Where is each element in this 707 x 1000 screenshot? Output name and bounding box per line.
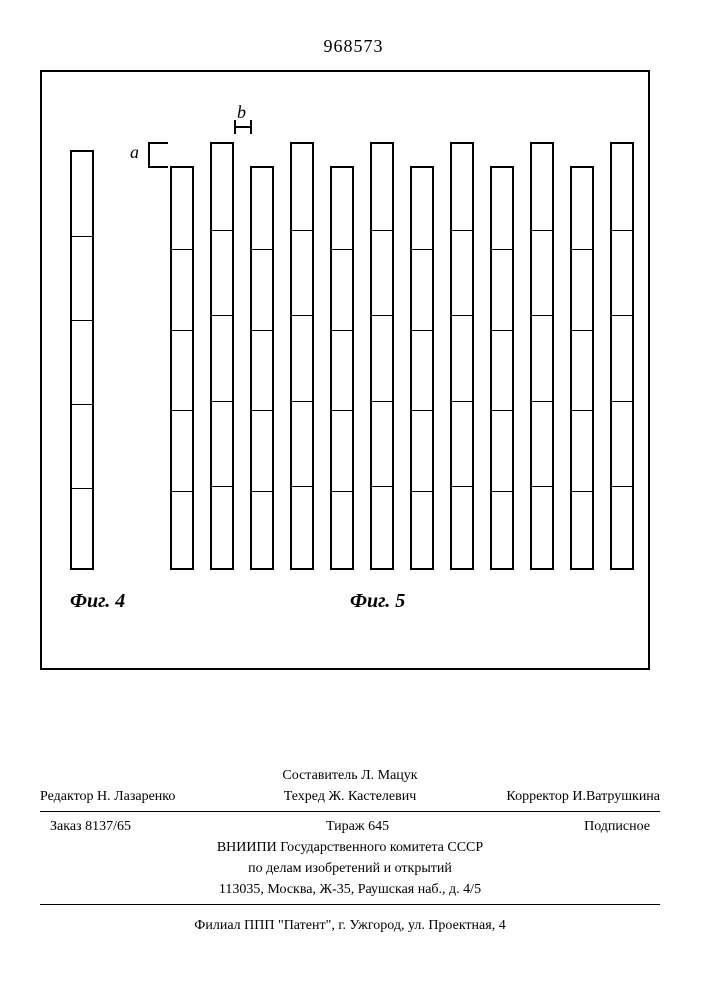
dim-b-tick bbox=[234, 120, 236, 134]
bar-segment bbox=[252, 491, 272, 492]
dim-b-label: b bbox=[237, 102, 246, 123]
dim-a-tick bbox=[148, 142, 168, 144]
divider-1 bbox=[40, 811, 660, 812]
bar-segment bbox=[212, 401, 232, 402]
fig5-bar-4 bbox=[330, 166, 354, 570]
bar-segment bbox=[372, 401, 392, 402]
bar-segment bbox=[332, 249, 352, 250]
fig5-bar-3 bbox=[290, 142, 314, 570]
bar-segment bbox=[292, 401, 312, 402]
corrector-name: И.Ватрушкина bbox=[572, 789, 660, 804]
bar-segment bbox=[612, 315, 632, 316]
bar-segment bbox=[492, 249, 512, 250]
zakaz-value: 8137/65 bbox=[85, 819, 131, 834]
bar-segment bbox=[532, 401, 552, 402]
bar-segment bbox=[452, 315, 472, 316]
bar-segment bbox=[572, 410, 592, 411]
divider-2 bbox=[40, 904, 660, 905]
bar-segment bbox=[452, 401, 472, 402]
bar-segment bbox=[72, 236, 92, 237]
org-line-1: ВНИИПИ Государственного комитета СССР bbox=[40, 837, 660, 858]
subscription: Подписное bbox=[584, 816, 650, 837]
bar-segment bbox=[292, 315, 312, 316]
techred-label: Техред bbox=[284, 789, 325, 804]
dim-a-tick bbox=[148, 166, 168, 168]
bar-segment bbox=[372, 230, 392, 231]
bar-segment bbox=[572, 330, 592, 331]
bar-segment bbox=[292, 230, 312, 231]
compiler-label: Составитель bbox=[282, 768, 357, 783]
bar-segment bbox=[172, 330, 192, 331]
bar-segment bbox=[412, 249, 432, 250]
bar-segment bbox=[252, 410, 272, 411]
bar-segment bbox=[252, 330, 272, 331]
corrector-label: Корректор bbox=[506, 789, 568, 804]
bar-segment bbox=[372, 315, 392, 316]
bar-segment bbox=[212, 315, 232, 316]
tirazh-label: Тираж bbox=[326, 819, 365, 834]
techred-name: Ж. Кастелевич bbox=[328, 789, 416, 804]
dim-a-label: a bbox=[130, 142, 139, 163]
bar-segment bbox=[372, 486, 392, 487]
bar-segment bbox=[412, 491, 432, 492]
bar-segment bbox=[452, 230, 472, 231]
fig5-bar-0 bbox=[170, 166, 194, 570]
org-line-2: по делам изобретений и открытий bbox=[40, 858, 660, 879]
fig5-bar-6 bbox=[410, 166, 434, 570]
bar-segment bbox=[172, 410, 192, 411]
fig4-label: Фиг. 4 bbox=[70, 590, 125, 613]
bar-segment bbox=[532, 230, 552, 231]
bar-segment bbox=[72, 404, 92, 405]
bar-segment bbox=[492, 330, 512, 331]
fig5-bar-9 bbox=[530, 142, 554, 570]
org-address: 113035, Москва, Ж-35, Раушская наб., д. … bbox=[40, 879, 660, 900]
bar-segment bbox=[172, 491, 192, 492]
dim-b-tick bbox=[250, 120, 252, 134]
page-root: 968573 ab Фиг. 4 Фиг. 5 Составитель Л. М… bbox=[0, 0, 707, 1000]
editor-name: Н. Лазаренко bbox=[97, 789, 175, 804]
bar-segment bbox=[612, 230, 632, 231]
bar-segment bbox=[412, 410, 432, 411]
credits-block: Составитель Л. Мацук Редактор Н. Лазарен… bbox=[40, 765, 660, 936]
filial-line: Филиал ППП "Патент", г. Ужгород, ул. Про… bbox=[40, 909, 660, 936]
bar-segment bbox=[572, 491, 592, 492]
dim-a-line bbox=[148, 142, 150, 166]
patent-number: 968573 bbox=[0, 36, 707, 57]
bar-segment bbox=[332, 410, 352, 411]
fig5-label: Фиг. 5 bbox=[350, 590, 405, 613]
bar-segment bbox=[492, 410, 512, 411]
fig5-bar-11 bbox=[610, 142, 634, 570]
bar-segment bbox=[292, 486, 312, 487]
fig5-bar-7 bbox=[450, 142, 474, 570]
bar-segment bbox=[212, 230, 232, 231]
fig5-bar-2 bbox=[250, 166, 274, 570]
fig5-bar-10 bbox=[570, 166, 594, 570]
bar-segment bbox=[72, 320, 92, 321]
dim-b-line bbox=[234, 126, 250, 128]
bar-segment bbox=[572, 249, 592, 250]
bar-segment bbox=[532, 315, 552, 316]
bar-segment bbox=[332, 491, 352, 492]
fig5-bar-1 bbox=[210, 142, 234, 570]
fig5-bar-8 bbox=[490, 166, 514, 570]
figure-area: ab bbox=[40, 70, 650, 670]
fig5-bar-5 bbox=[370, 142, 394, 570]
tirazh-value: 645 bbox=[368, 819, 389, 834]
bar-segment bbox=[172, 249, 192, 250]
fig4-bar bbox=[70, 150, 94, 570]
bar-segment bbox=[72, 488, 92, 489]
compiler-name: Л. Мацук bbox=[361, 768, 417, 783]
bar-segment bbox=[612, 401, 632, 402]
bar-segment bbox=[452, 486, 472, 487]
bar-segment bbox=[212, 486, 232, 487]
bar-segment bbox=[612, 486, 632, 487]
editor-label: Редактор bbox=[40, 789, 94, 804]
zakaz-label: Заказ bbox=[50, 819, 82, 834]
bar-segment bbox=[532, 486, 552, 487]
bar-segment bbox=[492, 491, 512, 492]
bar-segment bbox=[412, 330, 432, 331]
bar-segment bbox=[252, 249, 272, 250]
bar-segment bbox=[332, 330, 352, 331]
